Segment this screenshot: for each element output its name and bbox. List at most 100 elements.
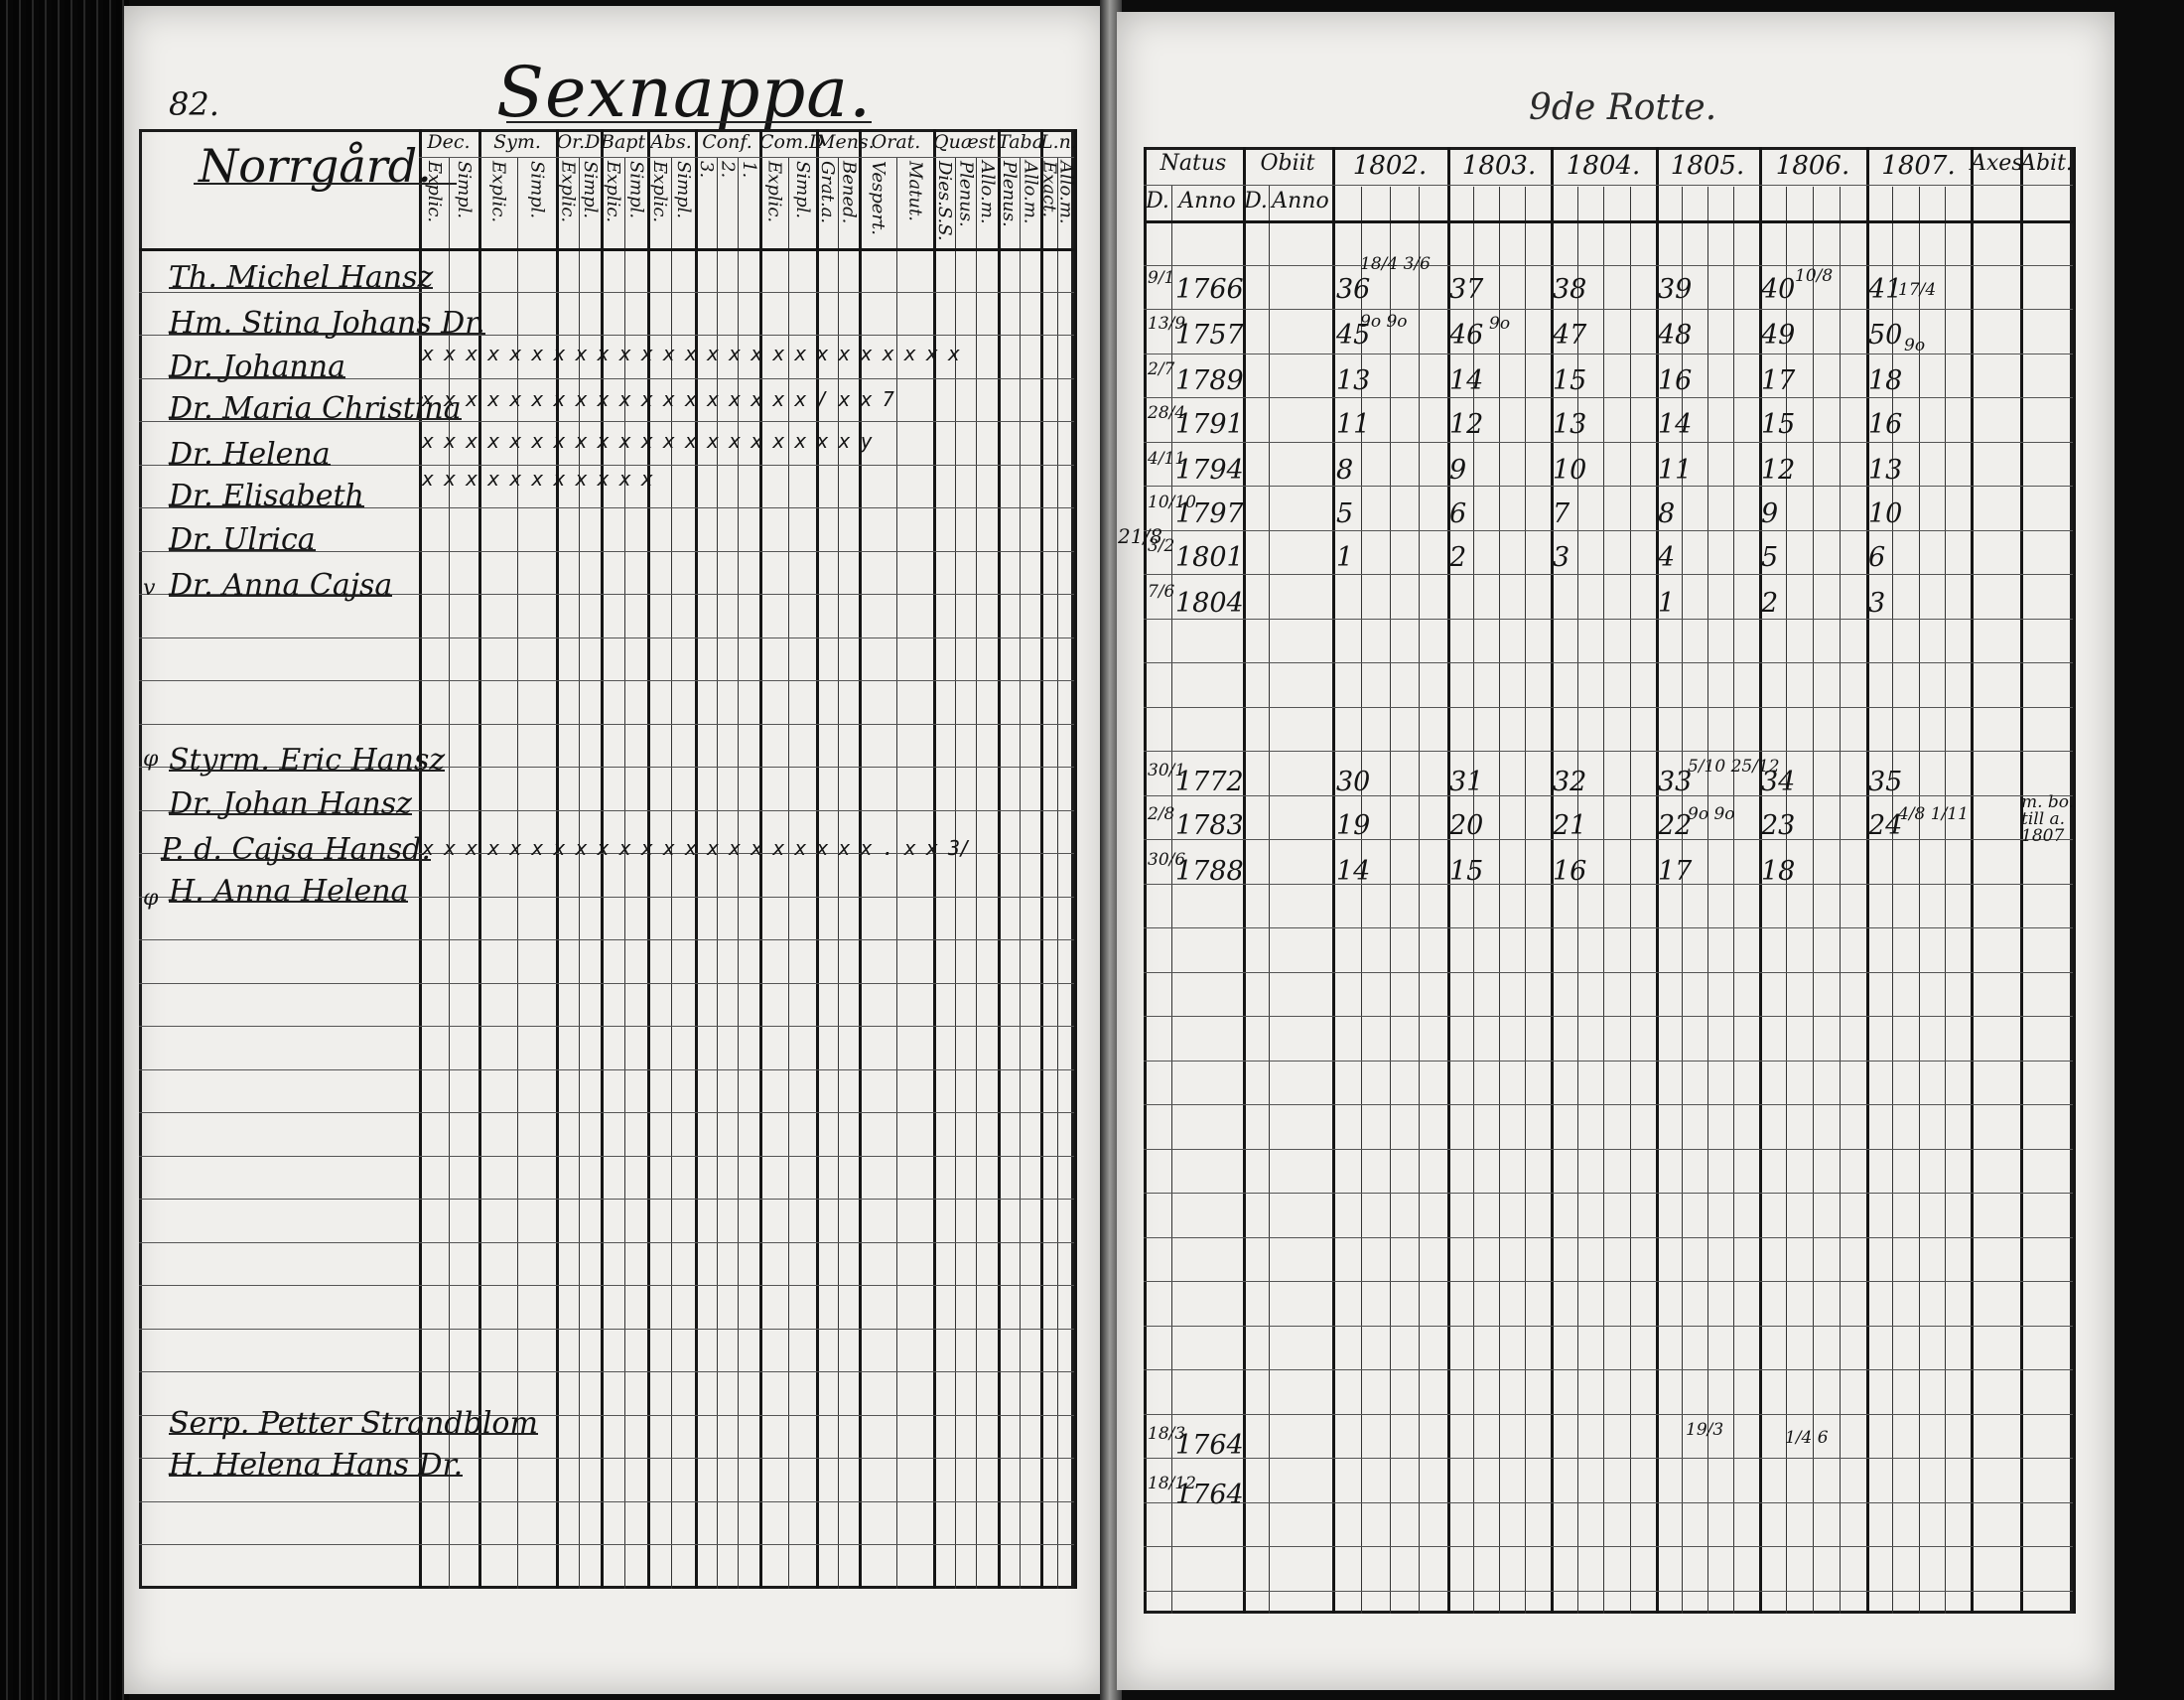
right-row-rule — [1144, 1281, 2073, 1282]
right-year-subcol — [1629, 187, 1631, 1614]
annotation-1807b: 9o — [1904, 336, 1926, 355]
left-row-rule — [139, 550, 1074, 552]
entry-age-9-5: 34 — [1761, 767, 1796, 797]
resident-name-13: Serp. Petter Strandblom — [169, 1406, 538, 1441]
right-row-rule — [1144, 883, 2073, 885]
right-row-rule — [1144, 1458, 2073, 1459]
left-subheader: Allo.m. — [1020, 161, 1041, 224]
entry-age-5-4: 11 — [1658, 455, 1693, 486]
left-subcol-divider — [976, 157, 978, 1589]
right-col-divider — [1656, 147, 1659, 1614]
annotation-1803a: 9o — [1489, 314, 1511, 334]
left-subheader: Simpl. — [579, 161, 601, 219]
right-col-divider — [1447, 147, 1450, 1614]
left-subheader: Matut. — [904, 161, 926, 221]
entry-age-8-4: 1 — [1658, 588, 1676, 619]
book-binding — [0, 0, 129, 1700]
right-subheader: D. — [1244, 189, 1268, 213]
left-subheader: Explic. — [602, 161, 623, 223]
entry-age-1-6: 41 — [1868, 274, 1903, 305]
right-year-subcol — [1944, 187, 1946, 1614]
right-year-subcol — [1419, 187, 1420, 1614]
left-row-rule — [139, 1500, 1074, 1502]
page-number: 82. — [169, 85, 219, 123]
right-subheader: Anno — [1272, 189, 1329, 213]
right-year-subcol — [1840, 187, 1841, 1614]
entry-age-1-2: 37 — [1449, 274, 1484, 305]
right-row-rule — [1144, 1016, 2073, 1017]
left-subcol-divider — [1057, 157, 1058, 1589]
entry-age-3-6: 18 — [1868, 365, 1903, 396]
left-header-12: L.n. — [1040, 131, 1077, 153]
right-row-rule — [1144, 1104, 2073, 1105]
right-year-subcol — [1525, 187, 1526, 1614]
entry-day-13: 18/12 — [1148, 1474, 1196, 1493]
left-subheader: 3. — [695, 161, 717, 179]
left-grid-frame — [139, 129, 1074, 1589]
right-col-divider — [1551, 147, 1554, 1614]
entry-day-7: 3/2 — [1148, 536, 1175, 556]
entry-age-4-1: 11 — [1336, 409, 1371, 440]
left-row-rule — [139, 1285, 1074, 1286]
left-header-8: Mens. — [816, 131, 875, 153]
right-year-subcol — [1473, 187, 1474, 1614]
entry-age-7-3: 3 — [1553, 542, 1570, 573]
left-row-rule — [139, 377, 1074, 379]
left-subheader: Simpl. — [454, 161, 475, 219]
mark-row-2: x x x x x x x x x x x x x x x x x x / x … — [422, 387, 894, 411]
entry-birth-year-2: 1757 — [1175, 320, 1244, 351]
entry-age-10-1: 19 — [1336, 810, 1371, 841]
entry-age-11-2: 15 — [1449, 856, 1484, 887]
right-header-7: 1806. — [1775, 151, 1850, 181]
right-header-rule — [1144, 220, 2073, 223]
entry-age-1-5: 40 — [1761, 274, 1796, 305]
entry-day-11: 30/6 — [1148, 850, 1186, 870]
right-row-rule — [1144, 1060, 2073, 1062]
entry-age-6-1: 5 — [1336, 498, 1354, 529]
left-header-4: Bapt. — [601, 131, 652, 153]
entry-age-1-1: 36 — [1336, 274, 1371, 305]
entry-age-11-1: 14 — [1336, 856, 1371, 887]
right-col-divider — [1243, 147, 1246, 1614]
right-margin-note: 21/8 — [1118, 524, 1162, 548]
entry-birth-year-3: 1789 — [1175, 365, 1244, 396]
mark-row-5: x x x x x x x x x x x x x x x x x x x x … — [422, 836, 971, 860]
left-row-rule — [139, 853, 1074, 854]
right-header-8: 1807. — [1881, 151, 1956, 181]
entry-birth-year-12: 1764 — [1175, 1430, 1244, 1461]
margin-mark-2: φ — [143, 747, 159, 772]
left-row-rule — [139, 1068, 1074, 1070]
right-col-divider — [2020, 147, 2023, 1614]
entry-birth-year-8: 1804 — [1175, 588, 1244, 619]
right-row-rule — [1144, 1546, 2073, 1547]
left-row-rule — [139, 1414, 1074, 1416]
left-row-rule — [139, 680, 1074, 681]
resident-name-8: Dr. Anna Cajsa — [169, 568, 393, 603]
right-row-rule — [1144, 1236, 2073, 1238]
entry-age-4-3: 13 — [1553, 409, 1587, 440]
right-row-rule — [1144, 574, 2073, 575]
left-col-divider — [478, 129, 481, 1589]
left-header-3: Or.D — [556, 131, 601, 153]
entry-age-3-2: 14 — [1449, 365, 1484, 396]
left-subheader: Explic. — [763, 161, 785, 223]
resident-name-3: Dr. Johanna — [169, 350, 345, 384]
right-year-subcol — [1499, 187, 1500, 1614]
entry-age-10-2: 20 — [1449, 810, 1484, 841]
entry-age-8-6: 3 — [1868, 588, 1886, 619]
left-subheader: Allo.m. — [1055, 161, 1077, 224]
entry-age-6-4: 8 — [1658, 498, 1676, 529]
entry-age-6-5: 9 — [1761, 498, 1779, 529]
right-row-rule — [1144, 1369, 2073, 1370]
right-grid-frame — [1144, 147, 2073, 1614]
farm-title: Sexnappa. — [496, 52, 873, 133]
left-row-rule — [139, 982, 1074, 984]
entry-age-9-3: 32 — [1553, 767, 1587, 797]
right-row-rule — [1144, 751, 2073, 752]
left-row-rule — [139, 335, 1074, 336]
right-subheader-rule — [1144, 185, 2073, 186]
annotation-1806a: 10/8 — [1795, 266, 1834, 286]
left-header-5: Abs. — [650, 131, 692, 153]
annotation-1805d: 9o 9o — [1688, 804, 1735, 824]
entry-day-12: 18/3 — [1148, 1424, 1186, 1444]
